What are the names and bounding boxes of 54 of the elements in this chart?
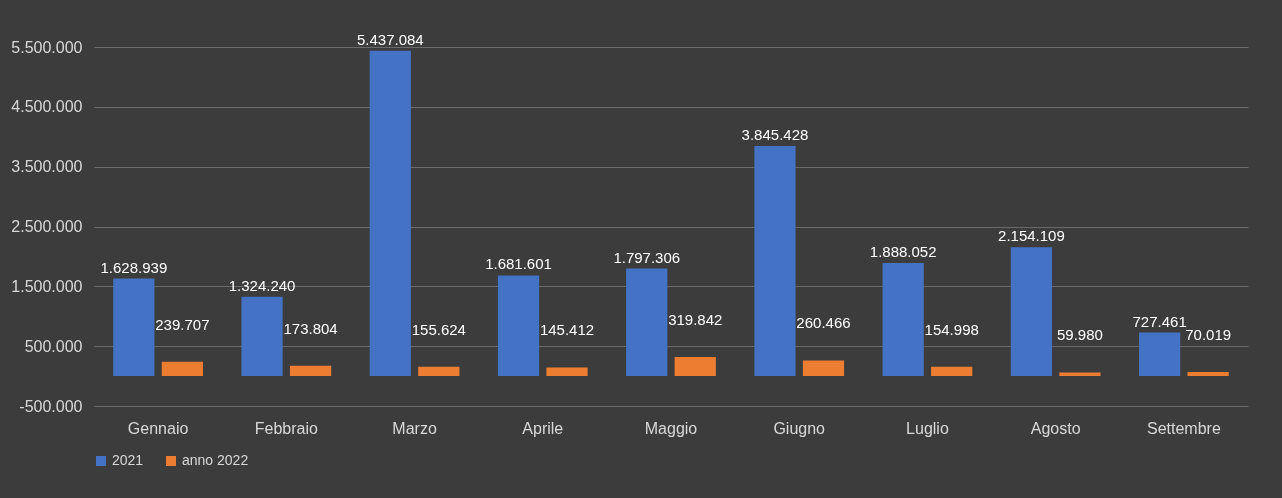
data-label: 1.797.306 xyxy=(613,248,681,266)
data-label: 145.412 xyxy=(539,321,595,339)
x-tick-label: Febbraio xyxy=(254,419,319,437)
bar xyxy=(369,50,411,377)
y-tick-label: 500.000 xyxy=(24,337,83,355)
bar xyxy=(497,275,540,377)
data-label: 154.998 xyxy=(924,320,979,338)
data-label: 2.154.109 xyxy=(998,227,1065,245)
bar xyxy=(882,263,924,377)
bar xyxy=(289,365,332,377)
data-label: 1.888.052 xyxy=(869,243,937,261)
legend-label: 2021 xyxy=(112,452,144,468)
x-tick-label: Luglio xyxy=(906,419,949,437)
y-tick-label: 1.500.000 xyxy=(11,277,83,295)
data-label: 173.804 xyxy=(283,319,338,337)
bar xyxy=(674,356,716,377)
legend-label: anno 2022 xyxy=(182,452,249,468)
y-tick-label: 3.500.000 xyxy=(11,158,83,176)
bar xyxy=(1139,332,1181,377)
data-label: 727.461 xyxy=(1132,312,1187,330)
bar xyxy=(754,146,796,377)
bar xyxy=(161,361,203,377)
x-tick-label: Settembre xyxy=(1146,419,1221,437)
bar xyxy=(113,278,155,377)
data-label: 1.628.939 xyxy=(100,258,168,276)
x-tick-label: Giugno xyxy=(773,419,826,437)
x-tick-label: Marzo xyxy=(392,419,437,437)
data-label: 260.466 xyxy=(796,314,851,332)
bar xyxy=(802,360,845,377)
data-label: 1.324.240 xyxy=(228,276,296,294)
y-tick-label: -500.000 xyxy=(19,397,83,415)
y-tick-label: 2.500.000 xyxy=(11,218,83,235)
y-tick-label: 4.500.000 xyxy=(11,98,83,116)
data-label: 5.437.084 xyxy=(356,30,424,48)
bar xyxy=(546,367,588,377)
bar xyxy=(1059,372,1101,377)
x-tick-label: Agosto xyxy=(1030,419,1081,437)
bar xyxy=(626,268,668,377)
bar xyxy=(418,366,460,377)
x-tick-label: Gennaio xyxy=(127,419,189,437)
data-label: 239.707 xyxy=(155,315,210,333)
x-tick-label: Aprile xyxy=(522,419,564,437)
bar xyxy=(931,366,973,377)
data-label: 3.845.428 xyxy=(741,126,809,143)
bar xyxy=(1187,371,1229,377)
y-tick-label: 5.500.000 xyxy=(11,38,83,56)
data-label: 70.019 xyxy=(1185,325,1232,343)
data-label: 1.681.601 xyxy=(485,255,552,273)
bar xyxy=(241,296,283,377)
x-tick-label: Maggio xyxy=(644,419,698,437)
data-label: 319.842 xyxy=(668,310,723,328)
data-label: 155.624 xyxy=(411,320,466,338)
data-label: 59.980 xyxy=(1056,326,1103,344)
bar xyxy=(1010,247,1053,377)
